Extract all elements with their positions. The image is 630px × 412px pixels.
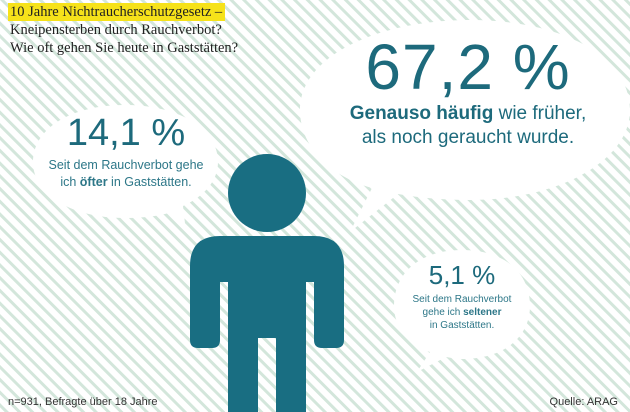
title-line-3: Wie oft gehen Sie heute in Gaststätten?	[10, 40, 239, 56]
title-block: 10 Jahre Nichtraucherschutzgesetz – Knei…	[8, 3, 238, 57]
speech-bubble-left	[33, 105, 218, 232]
caption-oefter: Seit dem Rauchverbot gehe ich öfter in G…	[38, 157, 214, 191]
caption-genauso-rest1: wie früher,	[493, 103, 587, 124]
bubble-large-content: 67,2 % Genauso häufig wie früher, als no…	[318, 30, 618, 150]
title-line-2: Kneipensterben durch Rauchverbot?	[10, 22, 222, 38]
footer-source: Quelle: ARAG	[549, 396, 618, 408]
bubble-small-content: 5,1 % Seit dem Rauchverbot gehe ich selt…	[398, 260, 526, 332]
bubble-left-content: 14,1 % Seit dem Rauchverbot gehe ich öft…	[38, 112, 214, 191]
caption-genauso-rest2: als noch geraucht wurde.	[361, 127, 575, 148]
caption-seltener-pre: gehe ich	[422, 307, 464, 318]
speech-bubble-large	[300, 20, 630, 232]
caption-genauso-bold: Genauso häufig	[349, 103, 494, 124]
data-label-genauso: 67,2 %	[365, 31, 571, 103]
data-label-seltener: 5,1 %	[428, 260, 496, 290]
caption-seltener: Seit dem Rauchverbot gehe ich seltener i…	[398, 293, 526, 332]
footer-note: n=931, Befragte über 18 Jahre	[8, 396, 158, 408]
caption-genauso: Genauso häufig wie früher, als noch gera…	[318, 102, 618, 150]
caption-seltener-line1: Seit dem Rauchverbot	[412, 294, 512, 305]
caption-oefter-pre: ich	[60, 175, 80, 189]
caption-oefter-line1: Seit dem Rauchverbot gehe	[48, 158, 204, 172]
caption-seltener-bold: seltener	[463, 307, 502, 318]
caption-seltener-line3: in Gaststätten.	[429, 320, 495, 331]
data-label-oefter: 14,1 %	[66, 112, 186, 154]
title-line-1: 10 Jahre Nichtraucherschutzgesetz –	[8, 3, 226, 21]
speech-bubble-small	[394, 250, 530, 372]
caption-oefter-bold: öfter	[79, 175, 108, 189]
person-icon	[190, 154, 344, 412]
caption-oefter-post: in Gaststätten.	[107, 175, 192, 189]
